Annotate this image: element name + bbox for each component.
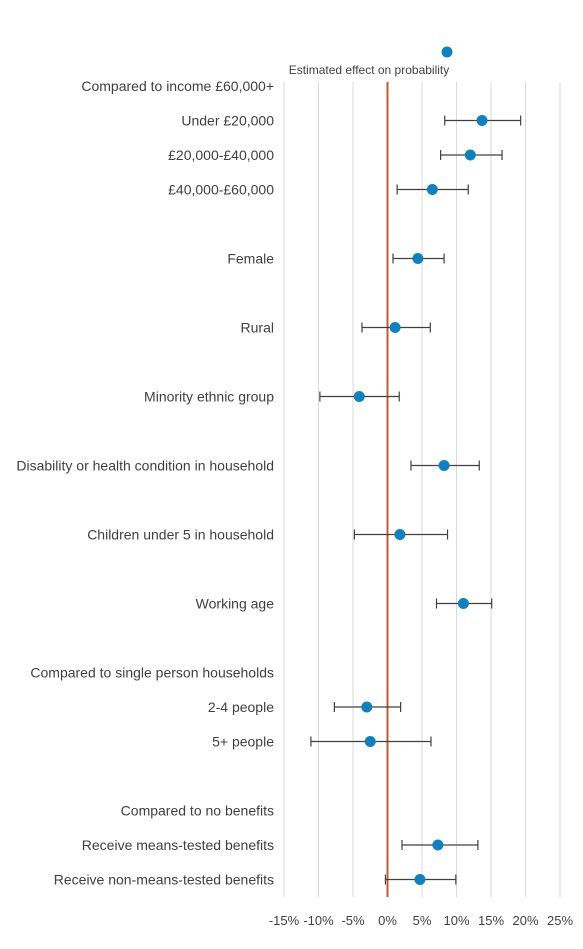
legend: Estimated effect on probability (289, 46, 453, 77)
estimate-point (438, 460, 450, 471)
estimate-point (426, 184, 438, 195)
error-bars (310, 115, 522, 885)
estimate-point (389, 322, 401, 333)
estimate-point (361, 701, 373, 713)
group-header-label: Compared to single person households (30, 665, 274, 681)
row-label: 5+ people (212, 734, 274, 750)
row-label: Under £20,000 (181, 113, 274, 129)
x-tick-label: 10% (443, 913, 469, 928)
row-label: Working age (196, 596, 275, 612)
estimate-point (464, 149, 476, 161)
estimate-point (394, 529, 406, 540)
legend-marker (441, 46, 453, 58)
row-label: Children under 5 in household (87, 527, 274, 543)
x-axis-tick-labels: -15% -10% -5% 0% 5% 10% 15% 20% 25% (269, 913, 574, 928)
row-label: £20,000-£40,000 (168, 147, 274, 163)
row-label: Receive non-means-tested benefits (54, 872, 274, 888)
group-header-label: Compared to income £60,000+ (81, 78, 274, 94)
row-label: 2-4 people (208, 699, 274, 715)
row-label: Female (227, 251, 274, 267)
x-tick-label: -5% (341, 913, 365, 928)
gridlines (283, 82, 561, 897)
estimate-point (432, 839, 444, 851)
estimate-point (353, 391, 365, 402)
x-tick-label: 15% (478, 913, 504, 928)
estimate-point (457, 598, 469, 609)
row-label: Disability or health condition in househ… (16, 458, 274, 474)
estimate-point (414, 874, 426, 885)
row-label: Rural (241, 320, 274, 336)
row-label: £40,000-£60,000 (168, 182, 274, 198)
row-label: Receive means-tested benefits (82, 837, 274, 853)
x-tick-label: 0% (378, 913, 397, 928)
estimate-point (412, 253, 424, 264)
x-tick-label: 5% (413, 913, 432, 928)
estimate-point (364, 736, 376, 747)
x-tick-label: 20% (512, 913, 538, 928)
x-tick-label: -10% (303, 913, 334, 928)
x-tick-label: -15% (269, 913, 300, 928)
estimate-point (476, 115, 488, 126)
group-header-label: Compared to no benefits (121, 803, 274, 819)
x-tick-label: 25% (547, 913, 573, 928)
row-label: Minority ethnic group (144, 389, 274, 405)
row-labels: Compared to income £60,000+ Under £20,000… (16, 78, 274, 888)
legend-label: Estimated effect on probability (289, 63, 450, 77)
estimate-points (353, 115, 488, 885)
